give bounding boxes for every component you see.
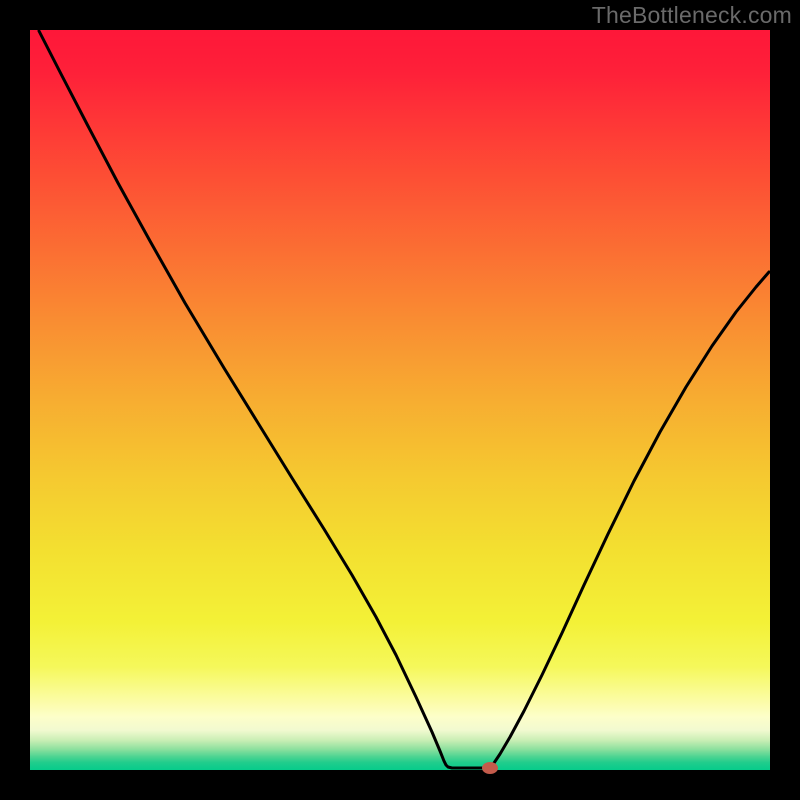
watermark-text: TheBottleneck.com: [592, 2, 792, 29]
bottleneck-chart: [0, 0, 800, 800]
plot-background: [30, 30, 770, 770]
optimum-marker: [482, 762, 498, 774]
